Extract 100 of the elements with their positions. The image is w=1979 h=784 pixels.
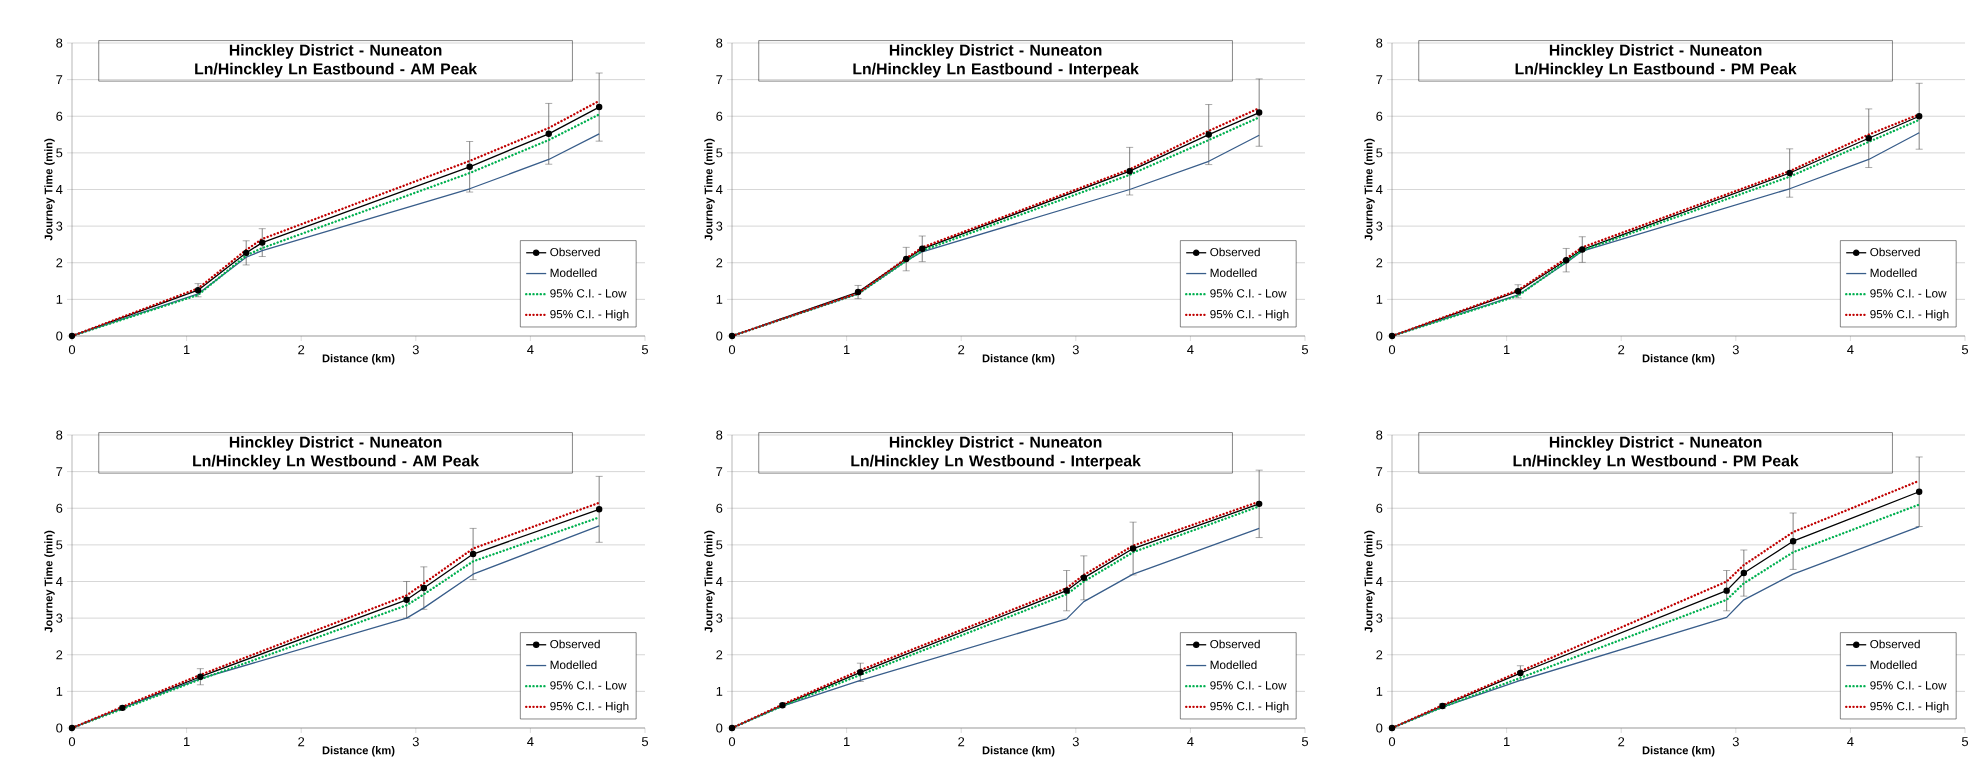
point <box>466 163 473 171</box>
x-axis-title: Distance (km) <box>982 746 1055 757</box>
legend-label: 95% C.I. - Low <box>1210 289 1287 298</box>
y-tick-label: 1 <box>716 294 723 304</box>
point <box>1865 134 1872 142</box>
y-tick-label: 0 <box>1376 331 1383 341</box>
x-tick-label: 2 <box>958 345 965 355</box>
point <box>197 673 204 680</box>
x-tick-label: 3 <box>412 345 419 355</box>
point <box>1915 488 1923 495</box>
y-tick-label: 8 <box>56 430 63 440</box>
x-tick-label: 0 <box>728 737 736 747</box>
y-tick-label: 3 <box>1376 221 1383 231</box>
x-tick-label: 1 <box>844 345 850 354</box>
x-tick-label: 4 <box>1187 345 1194 354</box>
y-tick-label: 2 <box>1376 650 1383 660</box>
x-tick-label: 4 <box>527 345 534 354</box>
legend-label: 95% C.I. - High <box>1870 309 1949 321</box>
y-tick-label: 5 <box>1376 540 1383 550</box>
x-tick-label: 2 <box>298 345 305 355</box>
point <box>595 103 603 111</box>
y-tick-label: 3 <box>1376 613 1383 623</box>
point <box>902 255 910 263</box>
x-tick-label: 0 <box>68 737 76 747</box>
y-tick-label: 5 <box>716 148 723 158</box>
point <box>1255 109 1263 116</box>
y-tick-label: 5 <box>1376 148 1383 158</box>
y-tick-label: 4 <box>1376 577 1383 586</box>
y-tick-label: 4 <box>55 577 63 586</box>
point <box>1388 724 1396 732</box>
y-tick-label: 2 <box>1376 258 1383 268</box>
x-tick-label: 3 <box>1732 345 1739 355</box>
legend-label: Modelled <box>1870 660 1917 670</box>
y-tick-label: 0 <box>56 331 63 341</box>
text: Hinckley District - Nuneaton Ln/Hinckley Ln Westbound - AM Peak <box>193 436 480 470</box>
point <box>1126 167 1133 175</box>
point <box>1255 500 1263 508</box>
y-tick-label: 8 <box>716 38 723 48</box>
point <box>1063 587 1070 594</box>
point <box>1129 545 1137 552</box>
x-tick-label: 5 <box>1301 737 1309 747</box>
y-axis-title: Journey Time (min) <box>44 138 55 241</box>
legend-label: 95% C.I. - Low <box>1870 681 1947 690</box>
y-tick-label: 7 <box>56 467 63 477</box>
x-tick-label: 1 <box>1504 737 1510 746</box>
point <box>1205 131 1212 138</box>
legend-label: Modelled <box>1870 268 1917 278</box>
x-tick-label: 5 <box>641 737 649 747</box>
point <box>1915 113 1923 120</box>
legend-label: Observed <box>1210 247 1260 257</box>
point <box>1562 256 1570 264</box>
x-tick-label: 0 <box>728 345 736 355</box>
y-tick-label: 6 <box>56 111 63 121</box>
y-tick-label: 6 <box>716 503 723 513</box>
y-tick-label: 7 <box>56 75 63 85</box>
y-tick-label: 6 <box>716 111 723 121</box>
y-tick-label: 5 <box>716 540 723 550</box>
legend-label: Observed <box>1210 639 1260 649</box>
y-tick-label: 1 <box>1376 686 1383 696</box>
y-tick-label: 3 <box>56 613 63 623</box>
point <box>595 506 603 513</box>
y-axis-title: Journey Time (min) <box>1364 138 1375 241</box>
x-tick-label: 5 <box>641 345 649 355</box>
y-tick-label: 8 <box>716 430 723 440</box>
x-tick-label: 3 <box>1072 345 1079 355</box>
y-tick-label: 4 <box>716 185 723 194</box>
y-tick-label: 4 <box>55 185 63 194</box>
x-tick-label: 1 <box>1504 345 1510 354</box>
y-tick-label: 7 <box>716 467 723 477</box>
legend-label: 95% C.I. - High <box>550 701 629 713</box>
point <box>420 584 428 592</box>
y-tick-label: 1 <box>56 686 63 696</box>
y-tick-label: 2 <box>56 650 63 660</box>
point <box>1517 669 1524 677</box>
legend-label: Modelled <box>1210 268 1257 278</box>
y-tick-label: 1 <box>716 686 723 696</box>
x-tick-label: 5 <box>1961 345 1969 355</box>
point <box>259 239 266 246</box>
point <box>242 249 250 257</box>
y-axis-title: Journey Time (min) <box>704 138 715 241</box>
point <box>728 724 736 732</box>
y-tick-label: 8 <box>1376 38 1383 48</box>
y-tick-label: 6 <box>1376 111 1383 121</box>
point <box>469 550 477 558</box>
x-tick-label: 2 <box>1618 737 1625 747</box>
x-tick-label: 4 <box>527 737 534 746</box>
legend-label: Observed <box>550 247 600 257</box>
y-axis-title: Journey Time (min) <box>44 530 55 633</box>
x-axis-title: Distance (km) <box>322 746 395 757</box>
y-tick-label: 2 <box>716 258 723 268</box>
x-tick-label: 2 <box>298 737 305 747</box>
legend-label: 95% C.I. - High <box>1210 701 1289 713</box>
x-tick-label: 5 <box>1961 737 1969 747</box>
y-tick-label: 0 <box>716 723 723 733</box>
point <box>68 724 76 732</box>
y-tick-label: 3 <box>716 613 723 623</box>
x-tick-label: 1 <box>183 737 190 746</box>
point <box>1080 574 1088 582</box>
legend-label: 95% C.I. - High <box>1210 309 1289 321</box>
point <box>857 669 864 676</box>
